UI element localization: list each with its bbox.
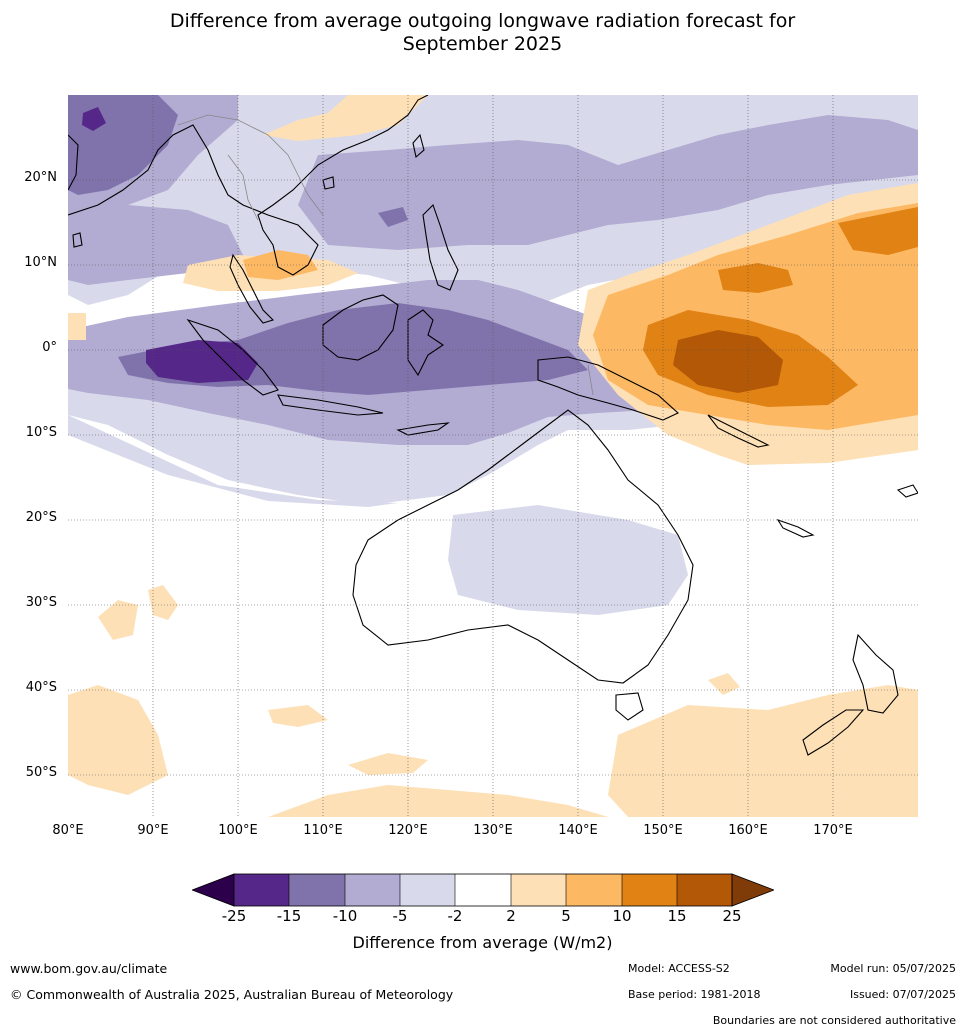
- anomaly-band-p15-p25: [673, 330, 783, 393]
- india-coastline: [68, 134, 79, 191]
- solomon-islands-coastline: [707, 414, 770, 448]
- footer-copyright: © Commonwealth of Australia 2025, Austra…: [10, 987, 454, 1002]
- lon-label-120e: 120°E: [388, 823, 428, 838]
- lon-label-80e: 80°E: [52, 823, 84, 838]
- colorbar-tick-n10: -10: [332, 907, 358, 925]
- colorbar-swatch-p10-p15: [622, 874, 677, 906]
- colorbar-tick-n5: -5: [392, 907, 408, 925]
- sumatra-coastline: [186, 318, 279, 396]
- footer-website: www.bom.gov.au/climate: [10, 961, 168, 976]
- malay-peninsula-coastline: [229, 253, 275, 324]
- colorbar-extend-low: [190, 873, 235, 907]
- colorbar-swatch-n25-n15: [234, 874, 289, 906]
- colorbar-tick-n15: -15: [276, 907, 302, 925]
- colorbar-swatch-n10-n5: [345, 874, 400, 906]
- colorbar-dividers: [288, 874, 678, 906]
- anomaly-map-svg: [68, 95, 918, 817]
- lon-label-160e: 160°E: [728, 823, 768, 838]
- lat-label-10n: 10°N: [24, 255, 57, 270]
- colorbar-swatch-p15-p25: [677, 874, 732, 906]
- borneo-coastline: [322, 294, 399, 361]
- lon-label-100e: 100°E: [218, 823, 258, 838]
- map-title-line2: September 2025: [402, 33, 563, 55]
- java-coastline: [277, 394, 384, 416]
- lat-label-20n: 20°N: [24, 170, 57, 185]
- lat-label-0: 0°: [42, 340, 57, 355]
- tasmania-coastline: [615, 692, 644, 721]
- footer-model: Model: ACCESS-S2: [628, 962, 730, 975]
- sri-lanka-coastline: [72, 232, 83, 248]
- colorbar-swatch-n15-n10: [289, 874, 345, 906]
- lon-label-170e: 170°E: [813, 823, 853, 838]
- colorbar-outline: [233, 873, 733, 907]
- colorbar-swatch-p5-p10: [566, 874, 622, 906]
- new-caledonia-coastline: [776, 518, 815, 538]
- timor-coastline: [396, 422, 451, 436]
- colorbar-label: Difference from average (W/m2): [352, 933, 613, 952]
- colorbar-extend-high: [731, 873, 776, 907]
- lon-label-150e: 150°E: [643, 823, 683, 838]
- fiji-coastline: [896, 484, 918, 498]
- colorbar-tick-p5: 5: [561, 907, 571, 925]
- new-zealand-south-coastline: [802, 709, 865, 756]
- lat-label-20s: 20°S: [25, 510, 57, 525]
- colorbar-tick-n2: -2: [447, 907, 463, 925]
- lon-label-140e: 140°E: [558, 823, 598, 838]
- colorbar-svg: [190, 873, 776, 907]
- lon-label-130e: 130°E: [473, 823, 513, 838]
- lat-label-30s: 30°S: [25, 595, 57, 610]
- lon-label-90e: 90°E: [137, 823, 169, 838]
- footer-disclaimer: Boundaries are not considered authoritat…: [712, 1014, 956, 1027]
- new-zealand-north-coastline: [852, 633, 899, 714]
- anomaly-map: [68, 95, 918, 817]
- philippines-coastline: [422, 203, 459, 291]
- colorbar-tick-n25: -25: [221, 907, 247, 925]
- map-title-line1: Difference from average outgoing longwav…: [169, 10, 796, 32]
- lat-label-40s: 40°S: [25, 680, 57, 695]
- taiwan-coastline: [412, 133, 425, 159]
- colorbar-swatch-n2-p2: [455, 874, 511, 906]
- gridlines: [68, 95, 918, 817]
- map-title: Difference from average outgoing longwav…: [0, 10, 965, 56]
- colorbar-tick-p10: 10: [612, 907, 632, 925]
- lon-label-110e: 110°E: [303, 823, 343, 838]
- lat-label-10s: 10°S: [25, 425, 57, 440]
- colorbar-tick-p15: 15: [667, 907, 687, 925]
- colorbar: [190, 873, 776, 907]
- lat-label-50s: 50°S: [25, 765, 57, 780]
- colorbar-tick-p2: 2: [506, 907, 516, 925]
- footer-issued: Issued: 07/07/2025: [849, 988, 956, 1001]
- anomaly-band-n25-n15: [82, 107, 258, 383]
- country-borders: [177, 114, 594, 396]
- footer-base-period: Base period: 1981-2018: [628, 988, 761, 1001]
- footer-model-run: Model run: 05/07/2025: [830, 962, 956, 975]
- australia-coastline: [352, 409, 694, 684]
- colorbar-tick-p25: 25: [722, 907, 742, 925]
- colorbar-swatch-p2-p5: [511, 874, 566, 906]
- sulawesi-coastline: [407, 309, 444, 377]
- hainan-coastline: [322, 176, 335, 190]
- colorbar-swatch-n5-n2: [400, 874, 455, 906]
